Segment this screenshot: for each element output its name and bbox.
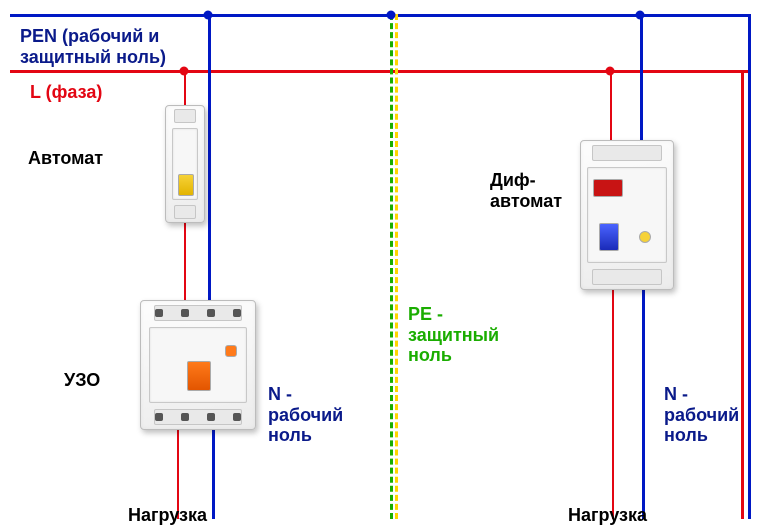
label-uzo: УЗО	[64, 370, 100, 391]
wire-dif_out_blue_v	[642, 288, 645, 519]
wire-right_blue_v	[748, 14, 751, 519]
wire-avtomat_in_red_v	[184, 70, 186, 108]
label-n1: N - рабочий ноль	[268, 384, 343, 446]
junction-n_top_390	[387, 11, 396, 20]
label-load2: Нагрузка	[568, 505, 647, 526]
wire-pe_yellow_v	[395, 14, 398, 519]
label-pe: PE - защитный ноль	[408, 304, 499, 366]
wire-pe_green_v	[390, 14, 393, 519]
label-pen: PEN (рабочий и защитный ноль)	[20, 26, 166, 67]
label-avtomat: Автомат	[28, 148, 103, 169]
label-load1: Нагрузка	[128, 505, 207, 526]
device-dif	[580, 140, 674, 290]
wire-dif_out_red_v	[612, 288, 614, 519]
wire-uzo_out_blue_v	[212, 427, 215, 519]
junction-n_red_184	[180, 67, 189, 76]
wire-dif_in_blue_v	[640, 14, 643, 144]
label-dif: Диф- автомат	[490, 170, 562, 211]
device-uzo	[140, 300, 256, 430]
wire-right_red_v	[741, 70, 744, 519]
junction-n_top_208	[204, 11, 213, 20]
wire-uzo_in_blue_v	[208, 14, 211, 304]
wire-avtomat_out_red_v	[184, 221, 186, 303]
label-l: L (фаза)	[30, 82, 102, 103]
wire-dif_in_red_v	[610, 70, 612, 144]
device-avtomat	[165, 105, 205, 223]
junction-n_red_610	[606, 67, 615, 76]
label-n2: N - рабочий ноль	[664, 384, 739, 446]
junction-n_top_640	[636, 11, 645, 20]
wiring-diagram: PEN (рабочий и защитный ноль) L (фаза) Авт…	[0, 0, 761, 531]
